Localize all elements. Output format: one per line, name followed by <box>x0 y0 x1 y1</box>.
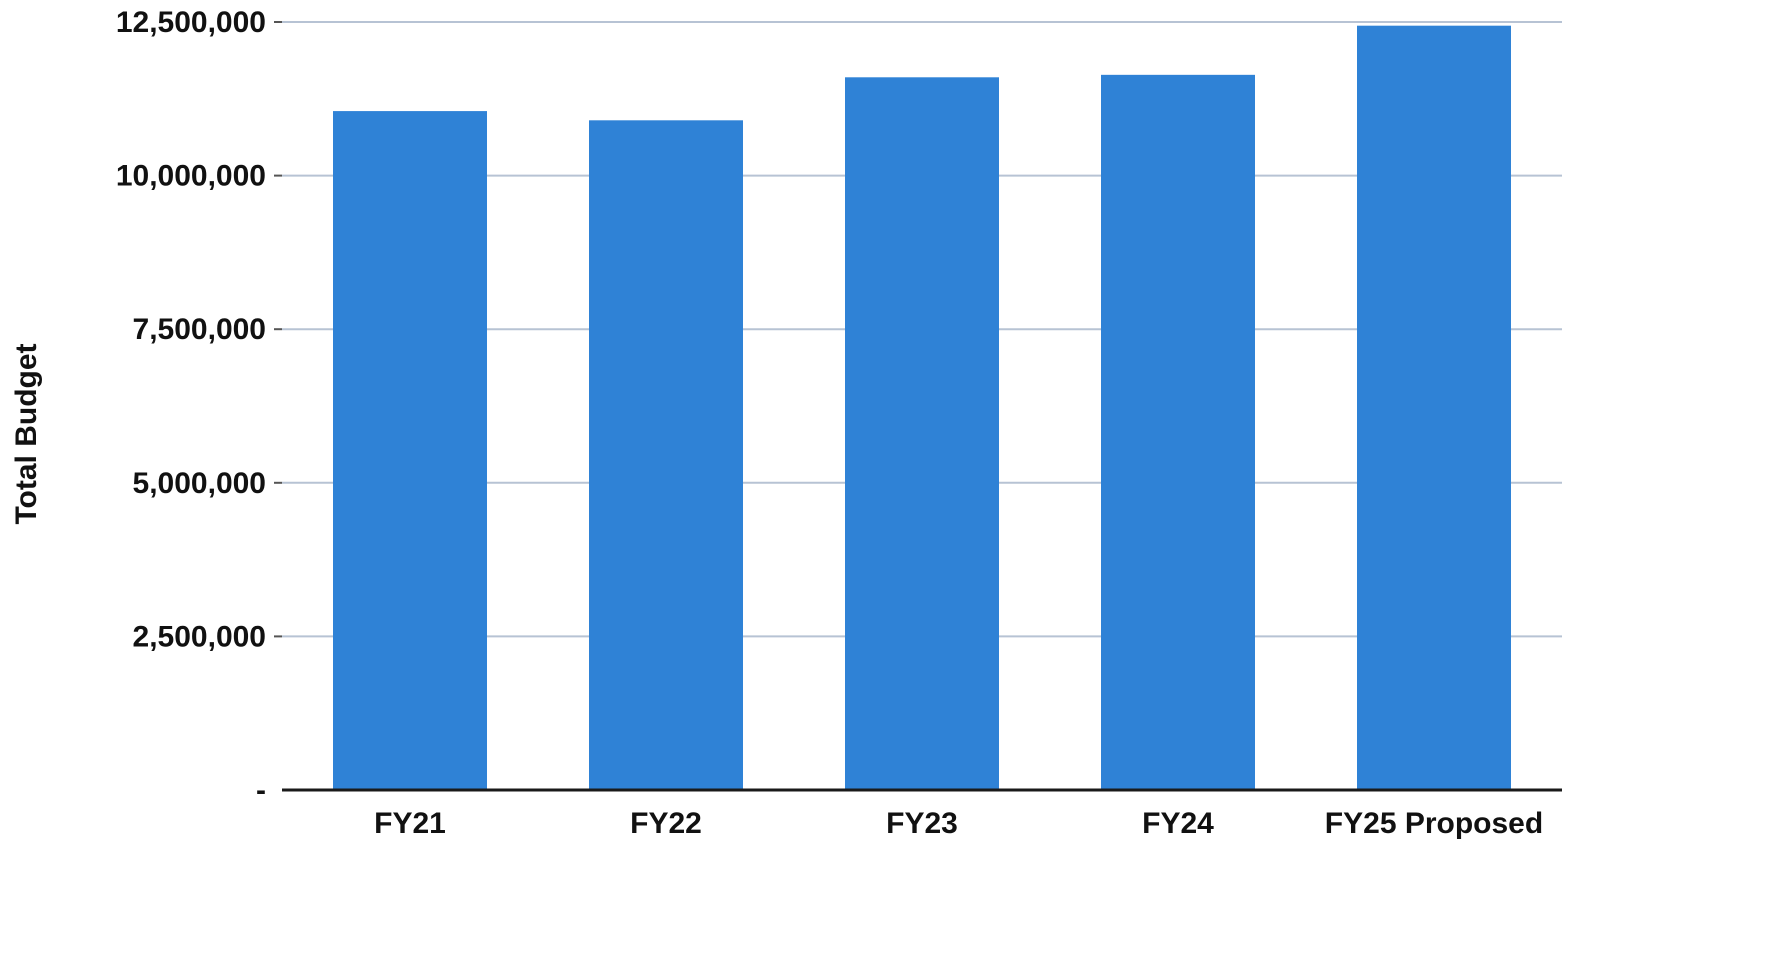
bar <box>333 111 487 790</box>
x-tick-label: FY22 <box>630 807 702 840</box>
y-axis: - 2,500,000 5,000,000 7,500,000 10,000,000 12… <box>116 6 282 807</box>
bar <box>1357 25 1511 790</box>
bar <box>589 120 743 790</box>
y-tick-label: 10,000,000 <box>116 160 266 193</box>
y-tick-label: 2,500,000 <box>133 620 266 653</box>
x-axis: FY21 FY22 FY23 FY24 FY25 Proposed <box>374 807 1543 840</box>
y-tick-label: 12,500,000 <box>116 6 266 39</box>
x-tick-label: FY21 <box>374 807 446 840</box>
x-tick-label: FY24 <box>1142 807 1214 840</box>
y-tick-label: 7,500,000 <box>133 313 266 346</box>
bar <box>1101 74 1255 791</box>
bar <box>845 77 999 790</box>
y-axis-title: Total Budget <box>10 343 43 524</box>
x-tick-label: FY23 <box>886 807 958 840</box>
x-tick-label: FY25 Proposed <box>1325 807 1543 840</box>
bars <box>333 25 1511 791</box>
y-tick-label: - <box>256 774 266 807</box>
y-tick-label: 5,000,000 <box>133 467 266 500</box>
